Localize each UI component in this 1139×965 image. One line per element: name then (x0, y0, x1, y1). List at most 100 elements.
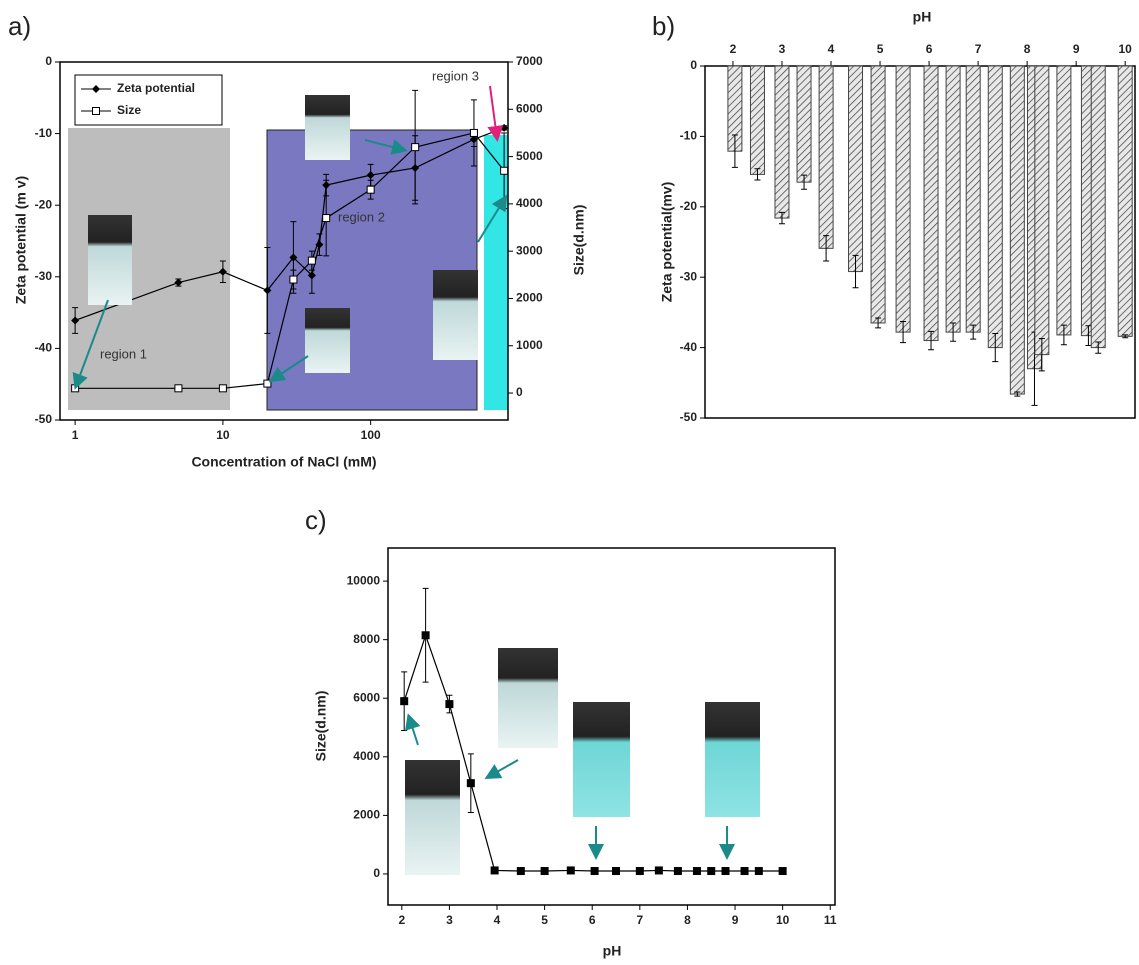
y2-tick-label: 7000 (516, 54, 543, 68)
y-tick-label: 8000 (353, 632, 380, 646)
marker (612, 867, 621, 876)
y-axis-label: Size(d.nm) (313, 691, 329, 762)
y-tick-label: 4000 (353, 749, 380, 763)
marker (71, 316, 80, 325)
photo (433, 270, 478, 360)
marker (307, 256, 316, 265)
arrow (72, 299, 109, 390)
x-tick-label: 3 (446, 913, 453, 927)
x-tick-label: 3 (779, 42, 786, 56)
y-tick-label: -40 (35, 341, 53, 355)
y-tick-label: -30 (35, 269, 53, 283)
marker (469, 128, 478, 137)
legend-label: Zeta potential (117, 81, 195, 95)
x-tick-label: 10 (1119, 42, 1133, 56)
bar (987, 65, 1003, 349)
panel-label: a) (8, 11, 31, 41)
x-tick-label: 9 (1073, 42, 1080, 56)
y-tick-label: -50 (680, 410, 698, 424)
error-bar (1122, 334, 1129, 339)
arrows (72, 85, 735, 860)
x-axis-label: Concentration of NaCl (mM) (191, 454, 376, 470)
x-axis-label: pH (603, 943, 622, 959)
marker (263, 286, 272, 295)
error-bar (754, 168, 761, 181)
annotation: region 1 (100, 346, 147, 361)
y-tick-label: -40 (680, 340, 698, 354)
marker (445, 700, 454, 709)
annotation: region 3 (432, 68, 479, 83)
marker (540, 867, 549, 876)
y-tick-label: -50 (35, 412, 53, 426)
photo (305, 95, 350, 160)
marker (740, 867, 749, 876)
x-tick-label: 10 (776, 913, 790, 927)
marker (635, 867, 644, 876)
marker (707, 867, 716, 876)
legend-marker (92, 85, 100, 93)
marker (500, 166, 509, 175)
bar (1090, 65, 1106, 349)
error-bar (900, 321, 907, 344)
bar (923, 65, 939, 342)
y-tick-label: -30 (680, 269, 698, 283)
x-tick-label: 11 (824, 913, 837, 927)
y-tick-label: -20 (680, 199, 698, 213)
x-tick-label: 8 (1024, 42, 1031, 56)
marker (322, 214, 331, 223)
y2-axis-label: Size(d.nm) (571, 205, 587, 276)
y-tick-label: 2000 (353, 808, 380, 822)
x-tick-label: 100 (361, 428, 381, 442)
marker (673, 867, 682, 876)
marker (721, 867, 730, 876)
x-tick-label: 7 (975, 42, 982, 56)
error-bar (1014, 391, 1021, 397)
photo (705, 702, 760, 817)
photo (573, 702, 630, 817)
marker (289, 253, 298, 262)
y-tick-label: -10 (680, 129, 698, 143)
marker (421, 631, 430, 640)
y2-tick-label: 4000 (516, 196, 543, 210)
y2-tick-label: 0 (516, 385, 523, 399)
y-tick-label: -20 (35, 197, 53, 211)
error-bar (731, 134, 738, 168)
y-tick-label: -10 (35, 126, 53, 140)
plot-frame (387, 547, 836, 906)
error-bar (992, 333, 999, 363)
bar (945, 65, 961, 333)
x-tick-label: 6 (589, 913, 596, 927)
bar (1009, 65, 1025, 395)
marker (654, 866, 663, 875)
x-tick-label: 2 (398, 913, 405, 927)
photo (305, 308, 350, 373)
x-tick-label: 4 (494, 913, 501, 927)
bar (749, 65, 765, 175)
error-bar (928, 330, 935, 351)
x-tick-label: 7 (636, 913, 643, 927)
y-tick-label: 6000 (353, 690, 380, 704)
y-axis-label: Zeta potential(mv) (659, 182, 675, 303)
plot-frame (704, 65, 1136, 419)
x-tick-label: 6 (926, 42, 933, 56)
photo (405, 760, 460, 875)
bar (1117, 65, 1133, 337)
marker (307, 271, 316, 280)
panel-label: c) (305, 505, 327, 535)
arrow (405, 713, 421, 746)
plot-frame (59, 61, 509, 421)
arrow (487, 85, 504, 142)
annotation: region 2 (338, 209, 385, 224)
error-bar (970, 324, 977, 340)
marker (218, 267, 227, 276)
x-tick-label: 5 (877, 42, 884, 56)
marker (289, 275, 298, 284)
marker (411, 143, 420, 152)
marker (566, 866, 575, 875)
marker (263, 379, 272, 388)
error-bar (801, 174, 808, 190)
error-bar (1085, 325, 1092, 346)
panel-label: b) (652, 11, 675, 41)
error-bar (852, 254, 859, 289)
marker (778, 867, 787, 876)
